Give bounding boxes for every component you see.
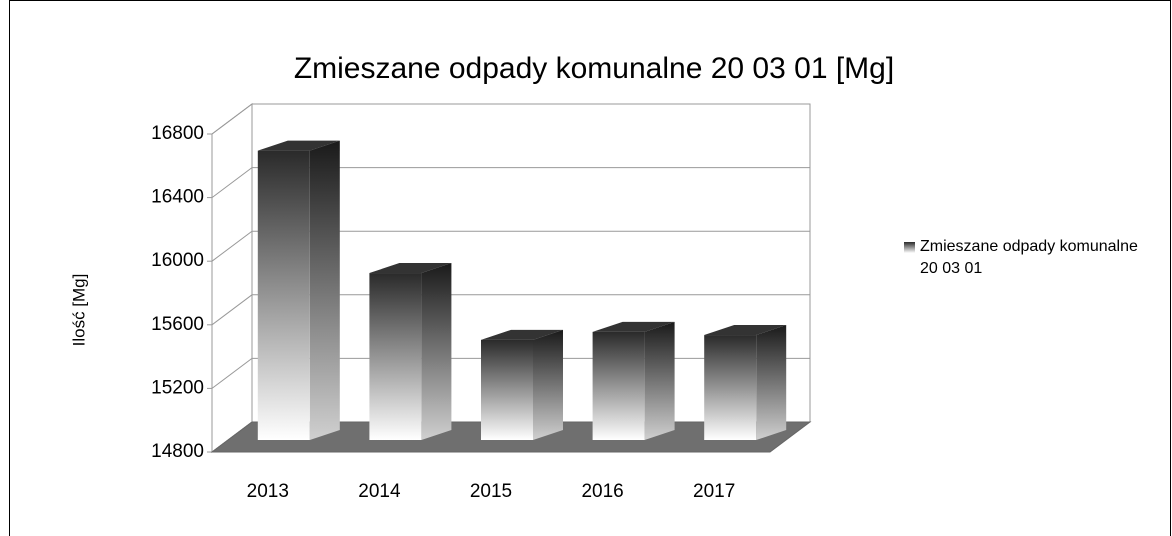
- bar-top: [369, 263, 452, 274]
- y-tick-label: 16000: [151, 250, 204, 271]
- side-wall: [211, 103, 253, 453]
- bar: [704, 335, 757, 440]
- x-tick-label: 2015: [470, 481, 512, 502]
- x-tick-label: 2017: [693, 481, 735, 502]
- bar-top: [592, 321, 675, 332]
- grid-line: [211, 230, 810, 262]
- bar: [592, 331, 645, 440]
- legend-label: Zmieszane odpady komunalne 20 03 01: [920, 238, 1138, 277]
- bar-side: [756, 325, 787, 440]
- x-tick-label: 2016: [581, 481, 623, 502]
- y-tick-label: 16800: [151, 123, 204, 144]
- chart-title: Zmieszane odpady komunalne 20 03 01 [Mg]: [294, 52, 894, 85]
- x-tick-label: 2014: [358, 481, 401, 502]
- bar-top: [481, 329, 563, 340]
- grid-line: [211, 103, 810, 135]
- y-tick-label: 15600: [151, 314, 204, 335]
- bar-side: [644, 321, 675, 440]
- y-tick-label: 15200: [151, 377, 204, 398]
- x-tick-label: 2013: [247, 481, 289, 502]
- bar-top: [257, 140, 340, 151]
- y-tick-label: 14800: [151, 441, 204, 462]
- grid-line: [211, 167, 810, 199]
- bar: [481, 339, 533, 440]
- legend-swatch: [904, 242, 915, 253]
- y-tick-label: 16400: [151, 187, 204, 208]
- legend: Zmieszane odpady komunalne 20 03 01: [904, 238, 1138, 277]
- grid-line: [211, 294, 810, 326]
- legend-entry: Zmieszane odpady komunalne 20 03 01: [920, 238, 1138, 277]
- bar: [257, 150, 310, 440]
- bar-side: [309, 140, 340, 440]
- bar-side: [421, 263, 452, 440]
- y-axis-label: Ilość [Mg]: [69, 274, 88, 347]
- bar: [369, 273, 422, 440]
- bar-top: [704, 325, 787, 336]
- bar-side: [533, 329, 563, 440]
